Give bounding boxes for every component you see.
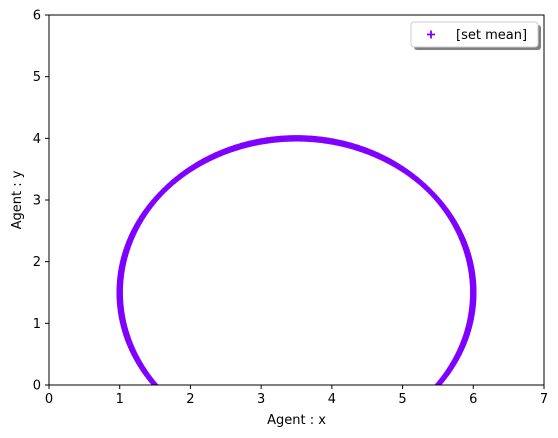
axis-ticks: 0 1 2 3 4 5 6 7 0 1 2 3 4 5 6 — [33, 9, 548, 408]
y-tick-label: 6 — [33, 9, 41, 24]
x-tick-label: 3 — [257, 392, 265, 407]
legend-label: [set mean] — [456, 28, 527, 43]
y-tick-label: 2 — [33, 255, 41, 270]
legend-box — [410, 21, 539, 48]
plot-area — [116, 135, 477, 385]
legend-plus-marker-icon — [427, 30, 435, 39]
y-tick-label: 3 — [33, 194, 41, 209]
x-tick-label: 4 — [328, 392, 336, 407]
axes-frame — [48, 14, 545, 386]
y-tick-label: 0 — [33, 379, 41, 394]
x-tick-label: 6 — [469, 392, 477, 407]
y-axis-label: Agent : y — [10, 170, 25, 229]
y-tick-label: 5 — [33, 70, 41, 85]
x-tick-label: 0 — [45, 392, 53, 407]
x-tick-label: 7 — [540, 392, 548, 407]
y-tick-label: 1 — [33, 317, 41, 332]
x-axis-label: Agent : x — [267, 413, 326, 428]
y-tick-label: 4 — [33, 132, 41, 147]
data-point — [470, 290, 477, 297]
x-tick-label: 1 — [116, 392, 124, 407]
legend: [set mean] — [410, 21, 541, 50]
x-tick-label: 5 — [398, 392, 406, 407]
x-tick-label: 2 — [186, 392, 194, 407]
data-point — [155, 383, 158, 385]
